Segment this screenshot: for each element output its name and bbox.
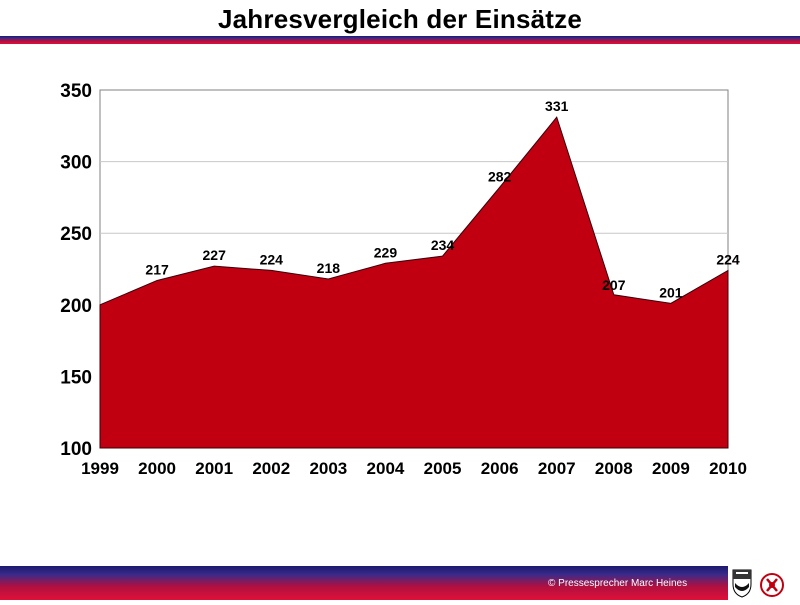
footer-credit: © Pressesprecher Marc Heines — [548, 578, 687, 589]
x-tick-label: 2005 — [424, 459, 462, 478]
y-tick-label: 200 — [60, 296, 92, 317]
x-tick-label: 2000 — [138, 459, 176, 478]
x-tick-label: 2009 — [652, 459, 690, 478]
x-axis-ticks: 1999 2000 2001 2002 2003 2004 2005 2006 2007 2008… — [81, 459, 747, 478]
data-label: 224 — [260, 251, 284, 267]
data-label: 218 — [317, 260, 341, 276]
x-tick-label: 2007 — [538, 459, 576, 478]
data-label: 234 — [431, 237, 455, 253]
y-tick-label: 150 — [60, 367, 92, 388]
x-tick-label: 2006 — [481, 459, 519, 478]
coat-of-arms-logo — [728, 566, 800, 600]
data-label: 217 — [145, 261, 169, 277]
x-tick-label: 2001 — [195, 459, 233, 478]
data-label: 224 — [716, 251, 740, 267]
data-label: 201 — [659, 284, 683, 300]
x-tick-label: 2008 — [595, 459, 633, 478]
y-tick-label: 300 — [60, 153, 92, 174]
data-label: 207 — [602, 277, 626, 293]
y-tick-label: 250 — [60, 224, 92, 245]
y-tick-label: 100 — [60, 439, 92, 460]
y-axis-ticks: 100 150 200 250 300 350 — [60, 81, 92, 460]
data-label: 282 — [488, 168, 512, 184]
x-tick-label: 2003 — [309, 459, 347, 478]
logo-area — [728, 566, 800, 600]
data-label: 331 — [545, 98, 569, 114]
x-tick-label: 2004 — [367, 459, 405, 478]
x-tick-label: 2010 — [709, 459, 747, 478]
x-tick-label: 2002 — [252, 459, 290, 478]
y-tick-label: 350 — [60, 81, 92, 102]
data-label: 229 — [374, 244, 398, 260]
data-label: 227 — [203, 247, 227, 263]
x-tick-label: 1999 — [81, 459, 119, 478]
